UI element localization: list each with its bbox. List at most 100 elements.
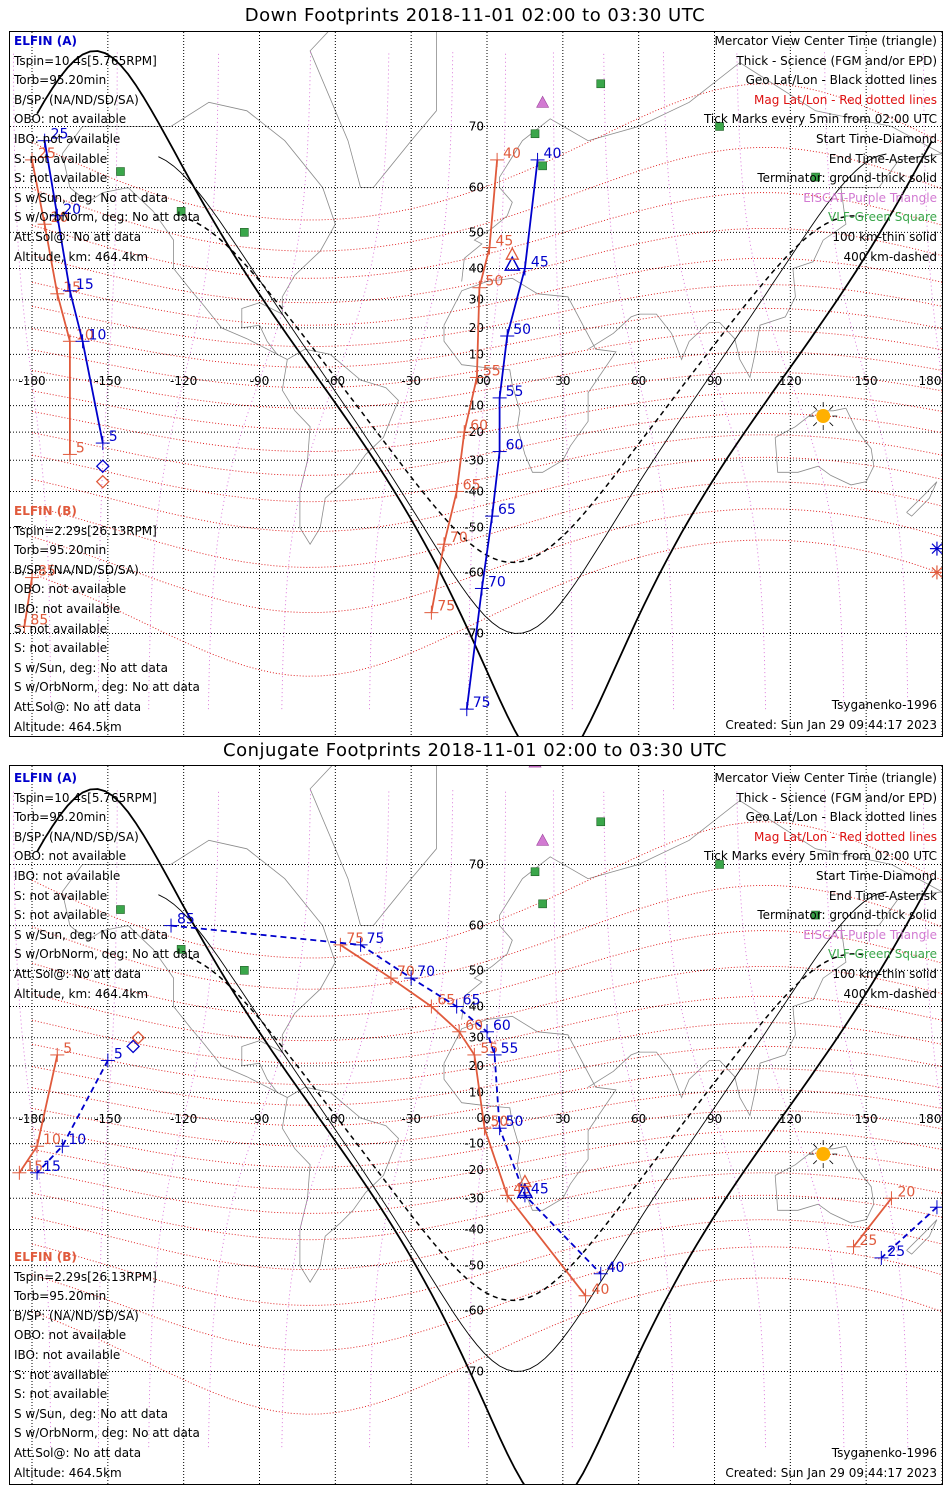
coastline xyxy=(906,1219,938,1255)
coastline xyxy=(61,101,336,360)
elfin-b-tick-label: 20 xyxy=(51,210,69,226)
end-asterisk xyxy=(931,567,942,578)
sun-icon xyxy=(816,1147,831,1162)
terminator-400km xyxy=(188,215,864,564)
elfin-b-orbnorm: S w/OrbNorm, deg: No att data xyxy=(14,1426,200,1441)
coastline xyxy=(281,348,399,545)
mag-parallel xyxy=(31,330,942,389)
lon-tick-label: 120 xyxy=(779,1112,802,1126)
elfin-a-obo: OBO: not available xyxy=(14,849,127,864)
panel-title-conjugate: Conjugate Footprints 2018-11-01 02:00 to… xyxy=(223,740,727,761)
mag-parallel xyxy=(31,434,942,503)
lat-tick-label: -60 xyxy=(464,1303,484,1317)
mag-meridian xyxy=(207,50,312,710)
sun-ray xyxy=(829,422,834,427)
legend-item: End Time-Asterisk xyxy=(828,888,937,903)
mag-parallel xyxy=(31,284,942,347)
lon-tick-label: 0 xyxy=(483,1112,491,1126)
elfin-a-tick-label: 45 xyxy=(531,255,549,271)
start-diamond xyxy=(95,459,110,474)
elfin-b-s1: S: not available xyxy=(14,621,108,636)
vlf-station-square xyxy=(176,945,186,954)
vlf-station-square xyxy=(811,910,820,920)
vlf-station-square xyxy=(530,867,540,877)
elfin-a-tick-label: 60 xyxy=(493,1018,511,1034)
lat-tick-label: -20 xyxy=(464,425,484,439)
legend-item: Mag Lat/Lon - Red dotted lines xyxy=(753,92,937,107)
elfin-b-tick-label: 20 xyxy=(897,1184,915,1200)
elfin-a-tick-label: 50 xyxy=(513,322,531,338)
legend-item: Mercator View Center Time (triangle) xyxy=(714,771,937,785)
elfin-a-tick-label: 75 xyxy=(367,931,385,947)
mag-parallel xyxy=(31,884,942,990)
map-canvas-down: -180 -150 -120 -90 -60 -30 0 30 60 90 120 150 180706… xyxy=(10,32,942,736)
legend-item: Thick - Science (FGM and/or EPD) xyxy=(736,53,937,68)
elfin-a-sun: S w/Sun, deg: No att data xyxy=(14,190,168,205)
mag-parallel xyxy=(31,995,942,1064)
model-footer-down: Tsyganenko-1996 Created: Sun Jan 29 09:4… xyxy=(725,696,937,735)
vlf-station-square xyxy=(596,817,606,827)
coastline xyxy=(309,766,437,926)
elfin-a-torb: Torb=95.20min xyxy=(14,810,107,825)
mag-parallel xyxy=(31,1068,942,1127)
lon-tick-label: -90 xyxy=(250,1112,270,1126)
elfin-b-tick-label: 65 xyxy=(463,477,481,493)
mag-parallel xyxy=(31,1089,942,1147)
elfin-b-tick-label: 40 xyxy=(592,1282,610,1298)
sun-ray xyxy=(813,1160,818,1165)
mag-parallel xyxy=(31,1194,942,1271)
vlf-station-square xyxy=(116,905,125,914)
legend-item: Geo Lat/Lon - Black dotted lines xyxy=(745,810,937,825)
lat-tick-label: 40 xyxy=(469,262,484,276)
center-time-triangle xyxy=(505,246,520,260)
elfin-a-tick-label: 65 xyxy=(498,502,516,518)
panel-title-down: Down Footprints 2018-11-01 02:00 to 03:3… xyxy=(244,5,706,26)
elfin-b-tspin: Tspin=2.29s[26.13RPM] xyxy=(14,523,157,538)
mag-parallel xyxy=(31,1172,942,1241)
lon-tick-label: 0 xyxy=(483,374,491,388)
elfin-b-tick-label: 75 xyxy=(437,599,455,615)
elfin-a-obo: OBO: not available xyxy=(14,112,127,127)
elfin-b-torb: Torb=95.20min xyxy=(14,543,107,558)
elfin-a-track-line xyxy=(880,1206,938,1259)
vlf-station-square xyxy=(538,899,547,909)
elfin-b-tick-label: 85 xyxy=(30,612,48,628)
terminator-100km xyxy=(158,891,887,1372)
lon-tick-label: 180 xyxy=(919,1112,942,1126)
lon-tick-label: -30 xyxy=(401,374,421,388)
vlf-station-square xyxy=(715,122,724,131)
elfin-b-ibo: IBO: not available xyxy=(14,601,121,616)
lon-tick-label: -150 xyxy=(94,374,121,388)
mag-parallel xyxy=(31,371,942,430)
mag-parallel xyxy=(31,1109,942,1168)
map-canvas-conjugate: -180 -150 -120 -90 -60 -30 0 30 60 90 120 150 180706… xyxy=(10,766,942,1484)
lat-tick-label: 30 xyxy=(469,1031,484,1045)
legend-item: VLF-Green Square xyxy=(828,210,937,225)
elfin-b-obo: OBO: not available xyxy=(14,582,127,597)
coastline xyxy=(461,62,942,282)
elfin-a-altitude: Altitude, km: 464.4km xyxy=(14,249,149,264)
coastline xyxy=(61,839,336,1098)
elfin-b-sun: S w/Sun, deg: No att data xyxy=(14,660,168,675)
mag-parallel xyxy=(31,192,942,279)
elfin-a-tick-label: 15 xyxy=(76,277,94,293)
mag-meridian xyxy=(824,788,909,1448)
lat-tick-label: -30 xyxy=(464,453,484,467)
elfin-b-track-line xyxy=(339,944,587,1297)
elfin-a-tick-label: 10 xyxy=(68,1132,86,1148)
legend-item: 400 km-dashed xyxy=(843,249,937,264)
elfin-a-tick-label: 25 xyxy=(887,1244,905,1260)
eiscat-triangle xyxy=(528,766,542,768)
coastline xyxy=(587,891,942,1117)
elfin-b-s2: S: not available xyxy=(14,641,108,656)
elfin-b-sun: S w/Sun, deg: No att data xyxy=(14,1406,168,1421)
elfin-b-tick-label: 55 xyxy=(480,1041,498,1057)
lat-tick-label: -70 xyxy=(464,1365,484,1379)
elfin-a-tick-label: 85 xyxy=(177,912,195,928)
eiscat-triangle xyxy=(536,833,550,846)
lat-tick-label: 20 xyxy=(469,321,484,335)
legend-down: Mercator View Center Time (triangle) Thi… xyxy=(704,32,937,267)
elfin-a-tick-label: 15 xyxy=(43,1159,61,1175)
elfin-a-tick-label: 70 xyxy=(488,574,506,590)
elfin-b-tick-label: 5 xyxy=(76,440,85,456)
